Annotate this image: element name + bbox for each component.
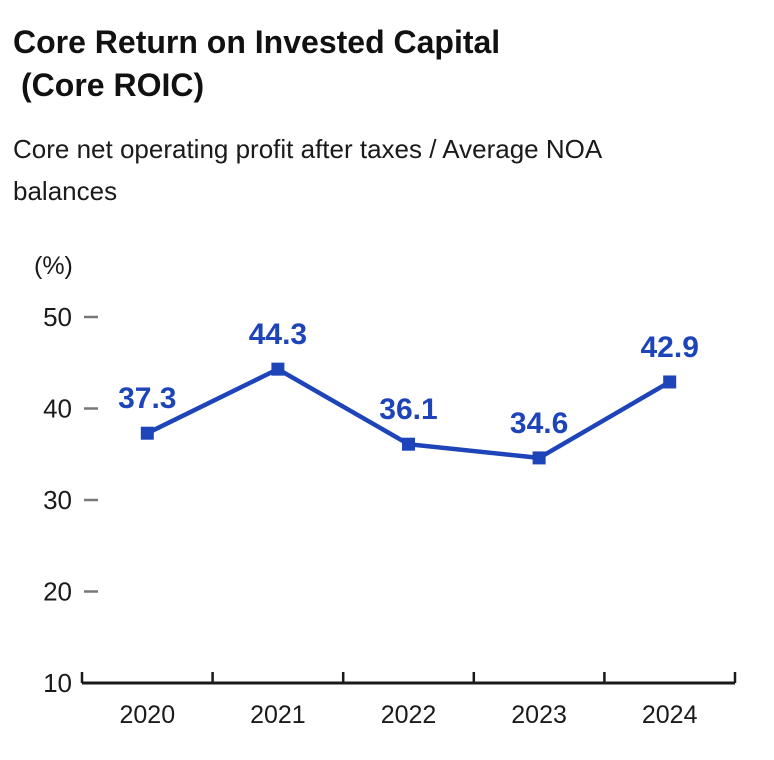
y-axis-unit-label: (%): [34, 252, 73, 280]
data-point-marker: [402, 437, 415, 451]
data-point-label: 44.3: [249, 318, 307, 351]
data-point-label: 34.6: [510, 407, 568, 440]
data-point-label: 42.9: [641, 331, 699, 364]
data-point-marker: [140, 426, 154, 440]
x-category-label: 2020: [119, 701, 175, 729]
roic-line-chart: (%) 10 20 30 40 50 37.3 44.3 36.1 34.6 42.9 2020 202…: [34, 252, 737, 729]
data-point-marker: [532, 451, 546, 465]
data-point-label: 36.1: [379, 393, 437, 426]
page-title-line2: (Core ROIC): [21, 67, 205, 103]
page-title: Core Return on Invested Capital (Core RO…: [13, 21, 500, 107]
chart-subtitle: Core net operating profit after taxes / …: [13, 128, 602, 212]
x-category-label: 2024: [642, 701, 698, 729]
data-point-marker: [271, 362, 285, 376]
chart-subtitle-line1: Core net operating profit after taxes / …: [13, 134, 603, 164]
x-category-label: 2022: [381, 701, 437, 729]
y-tick-label: 50: [43, 302, 72, 332]
chart-subtitle-line2: balances: [13, 176, 118, 206]
data-point-marker: [663, 375, 677, 389]
page-title-line1: Core Return on Invested Capital: [13, 24, 501, 60]
data-point-label: 37.3: [118, 382, 176, 415]
x-category-label: 2021: [250, 701, 306, 729]
y-tick-label: 10: [43, 668, 72, 698]
y-tick-label: 20: [43, 577, 72, 607]
y-tick-label: 30: [43, 485, 72, 515]
x-category-label: 2023: [511, 701, 567, 729]
y-tick-label: 40: [43, 394, 72, 424]
